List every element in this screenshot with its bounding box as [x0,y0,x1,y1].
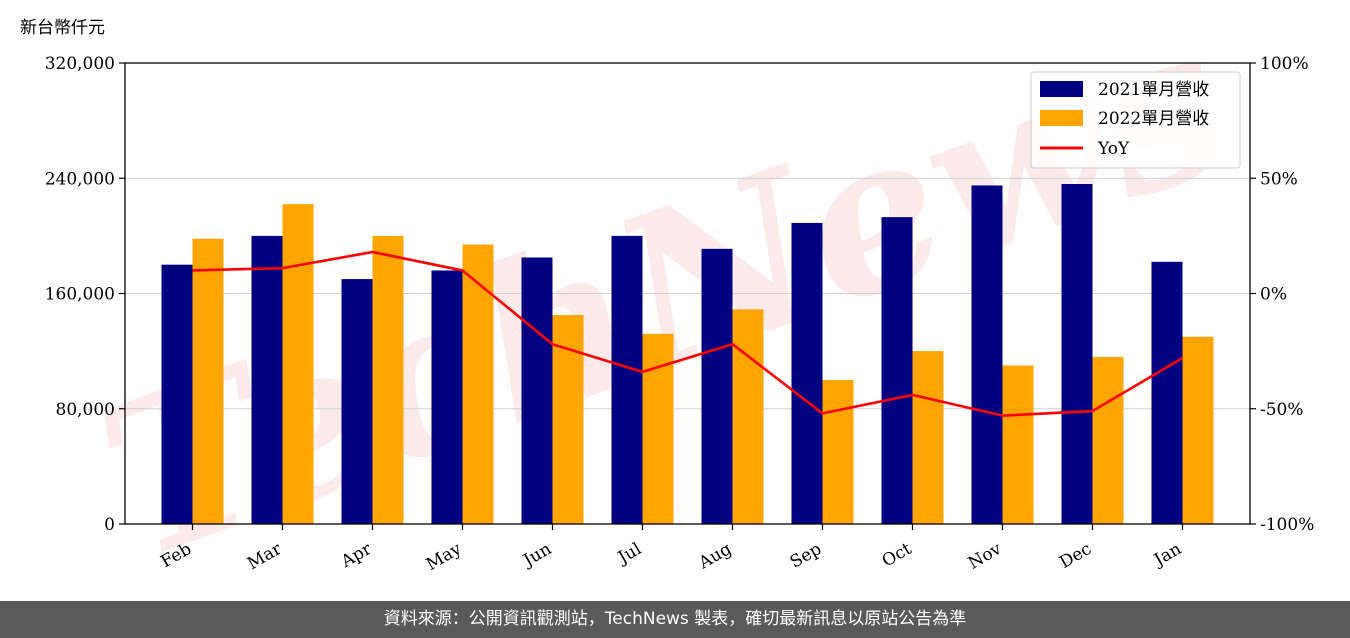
bar-2021-oct [881,217,913,524]
yoy-line-group [192,250,1184,417]
y-right-tick-label: 0% [1260,285,1287,305]
bar-2021-sep [791,222,823,525]
bars [161,184,1214,525]
x-tick-label: Jun [518,539,555,572]
x-tick-label: Jul [613,539,645,569]
y-right-tick-label: -100% [1260,515,1314,535]
bar-2021-nov [971,185,1003,524]
bar-2021-dec [1061,184,1093,524]
bar-2021-jul [611,235,643,524]
x-tick-label: Oct [879,539,915,572]
y-right-tick-label: 100% [1260,54,1309,74]
bar-2022-oct [912,351,944,524]
bar-2022-mar [282,204,314,524]
bar-2021-jun [521,257,553,524]
bar-2022-dec [1092,356,1124,524]
legend: 2021單月營收 2022單月營收 YoY [1030,71,1241,169]
x-tick-label: Jan [1149,539,1185,571]
source-footer: 資料來源：公開資訊觀測站，TechNews 製表，確切最新訊息以原站公告為準 [0,601,1350,638]
bar-2022-apr [372,235,404,524]
bar-2022-nov [1002,365,1034,524]
bar-2022-jul [642,333,674,524]
x-tick-label: Aug [695,539,736,574]
legend-label-yoy: YoY [1097,139,1130,159]
bar-2021-may [431,270,463,524]
legend-swatch-2021 [1040,81,1083,97]
x-tick-label: Apr [337,539,376,573]
y-left-tick-label: 320,000 [45,54,115,74]
bar-2022-sep [822,379,854,524]
unit-label: 新台幣仟元 [20,18,105,38]
bar-2022-aug [732,309,764,524]
y-right-tick-label: 50% [1260,169,1298,189]
revenue-chart: TechNews 080,000160,000240,000320,000-10… [20,0,1314,600]
y-left-tick-label: 240,000 [45,169,115,189]
legend-box [1030,71,1241,169]
x-tick-label: Sep [787,539,825,573]
x-tick-label: May [423,539,466,575]
bar-2021-mar [251,235,283,524]
legend-label-2021: 2021單月營收 [1098,80,1209,100]
y-left-tick-label: 80,000 [56,400,115,420]
bar-2022-feb [192,238,224,524]
legend-label-2022: 2022單月營收 [1098,109,1209,129]
x-tick-label: Dec [1056,539,1095,573]
bar-2021-aug [701,248,733,524]
bar-2022-may [462,244,494,525]
bar-2021-feb [161,264,193,524]
bar-2021-apr [341,279,373,524]
legend-swatch-2022 [1040,110,1083,126]
y-left-tick-label: 0 [104,515,115,535]
y-left-tick-label: 160,000 [45,285,115,305]
bar-2022-jan [1182,336,1214,524]
bar-2021-jan [1151,261,1183,524]
yoy-line [192,250,1184,417]
x-tick-label: Nov [965,539,1005,574]
y-right-tick-label: -50% [1260,400,1304,420]
